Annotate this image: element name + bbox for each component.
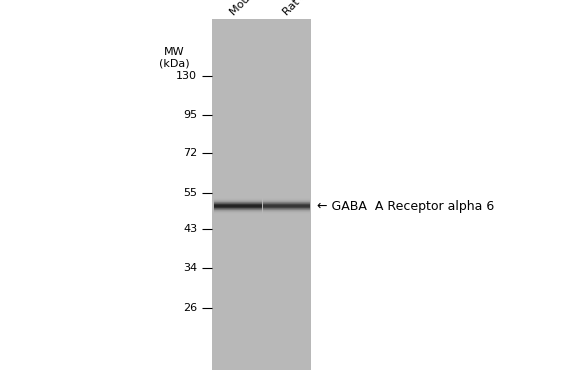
Bar [214,206,262,207]
Text: 72: 72 [183,148,197,158]
Bar [263,199,310,200]
Bar [214,200,262,201]
Bar [263,204,310,205]
Text: 95: 95 [183,110,197,120]
Bar [214,201,262,202]
Bar [263,211,310,212]
Bar [214,202,262,203]
Bar [214,208,262,209]
Text: 26: 26 [183,303,197,313]
Bar [214,212,262,213]
Bar [214,211,262,212]
Text: 55: 55 [183,188,197,198]
Text: 130: 130 [176,71,197,81]
Bar [263,208,310,209]
Bar [214,210,262,211]
Text: Mouse brain: Mouse brain [229,0,284,17]
Text: MW
(kDa): MW (kDa) [159,47,190,69]
Bar [263,205,310,206]
Bar [263,202,310,203]
Bar [214,205,262,206]
Bar [263,212,310,213]
Bar [263,213,310,214]
Bar [214,209,262,210]
Bar [263,203,310,204]
Text: Rat brain: Rat brain [281,0,324,17]
Bar [212,19,311,370]
Bar [263,209,310,210]
Text: ← GABA  A Receptor alpha 6: ← GABA A Receptor alpha 6 [317,200,495,212]
Bar [214,207,262,208]
Bar [214,199,262,200]
Bar [214,204,262,205]
Bar [263,198,310,199]
Bar [214,198,262,199]
Bar [214,203,262,204]
Bar [263,200,310,201]
Bar [214,213,262,214]
Bar [263,206,310,207]
Bar [263,207,310,208]
Text: 34: 34 [183,263,197,273]
Bar [263,201,310,202]
Text: 43: 43 [183,224,197,234]
Bar [263,210,310,211]
